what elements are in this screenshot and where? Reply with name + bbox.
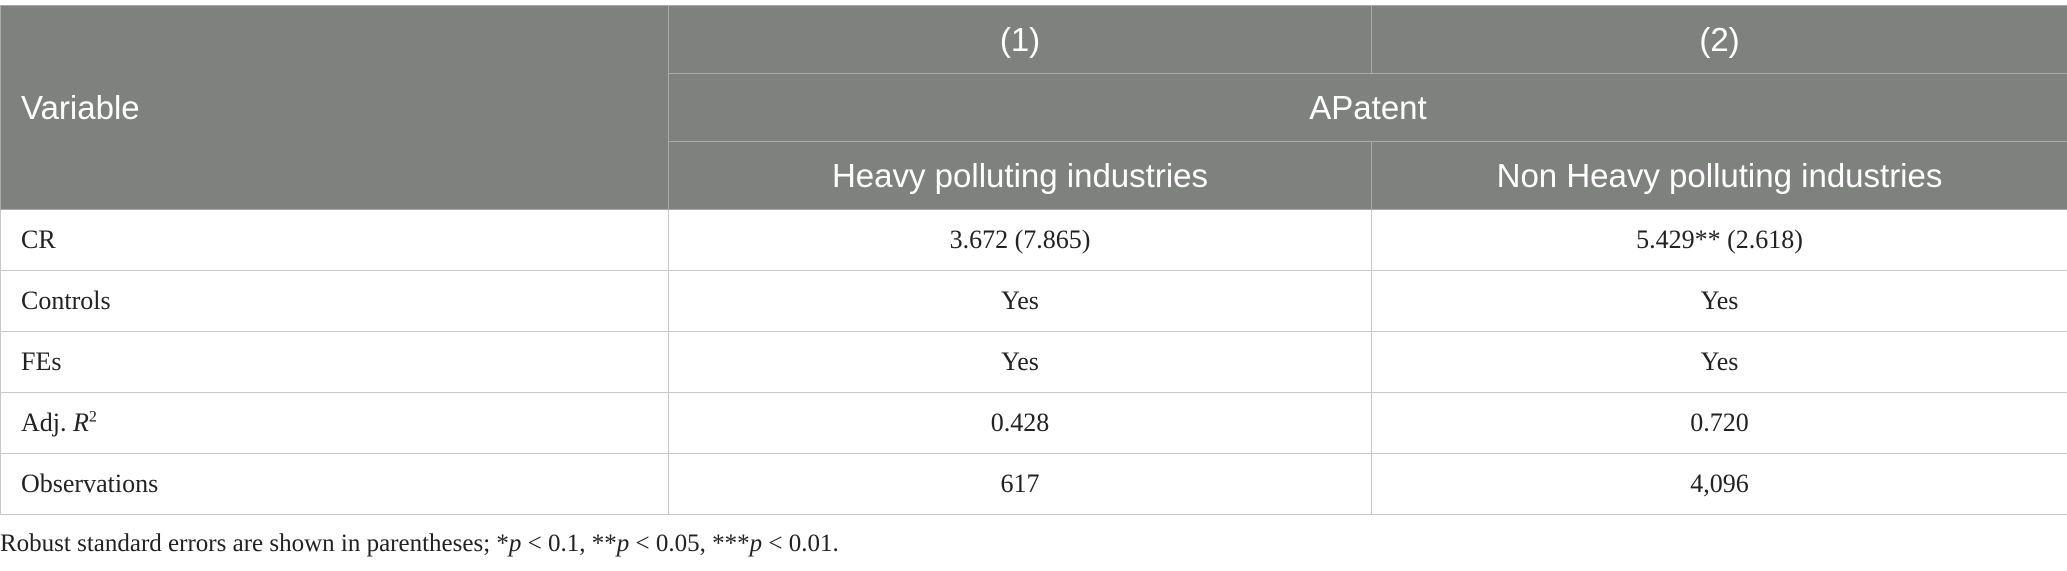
table-row: CR 3.672 (7.865) 5.429** (2.618) [0,209,2067,271]
label-part: 2 [88,408,97,426]
footnote-part: p [616,530,630,557]
table-row: FEs Yes Yes [0,331,2067,393]
group-header: Heavy polluting industries [668,141,1372,210]
label-part: R [73,408,89,437]
table-cell: 617 [668,453,1372,515]
footnote-part: < 0.05, *** [629,530,750,557]
table-cell: Yes [668,331,1372,393]
footnote-part: p [508,530,522,557]
table-body: CR 3.672 (7.865) 5.429** (2.618) Controls Ye… [0,209,2067,515]
column-number: (1) [668,5,1372,74]
label-part: FEs [21,347,62,376]
table-cell: 5.429** (2.618) [1371,209,2067,271]
row-label: Observations [0,453,669,515]
table-row: Adj. R2 0.428 0.720 [0,392,2067,454]
row-label: Adj. R2 [0,392,669,454]
table-cell: 4,096 [1371,453,2067,515]
table-cell: Yes [1371,331,2067,393]
table-cell: 0.428 [668,392,1372,454]
row-label: FEs [0,331,669,393]
footnote-part: p [749,530,763,557]
label-part: Adj. [21,408,73,437]
label-part: CR [21,225,56,254]
label-part: Observations [21,469,159,498]
footnote-part: Robust standard errors are shown in pare… [0,530,509,557]
footnote-part: < 0.1, ** [521,530,617,557]
column-number: (2) [1371,5,2067,74]
table-cell: 3.672 (7.865) [668,209,1372,271]
table-cell: Yes [1371,270,2067,332]
table-row: Controls Yes Yes [0,270,2067,332]
dependent-variable: APatent [668,73,2067,142]
table-cell: 0.720 [1371,392,2067,454]
label-part: Controls [21,286,111,315]
footnote: Robust standard errors are shown in pare… [0,530,839,558]
variable-header: Variable [0,5,669,210]
group-header: Non Heavy polluting industries [1371,141,2067,210]
table-cell: Yes [668,270,1372,332]
row-label: CR [0,209,669,271]
row-label: Controls [0,270,669,332]
results-table: Variable (1) (2) APatent Heavy polluting… [0,5,2067,515]
table-row: Observations 617 4,096 [0,453,2067,515]
footnote-part: < 0.01. [762,530,839,557]
